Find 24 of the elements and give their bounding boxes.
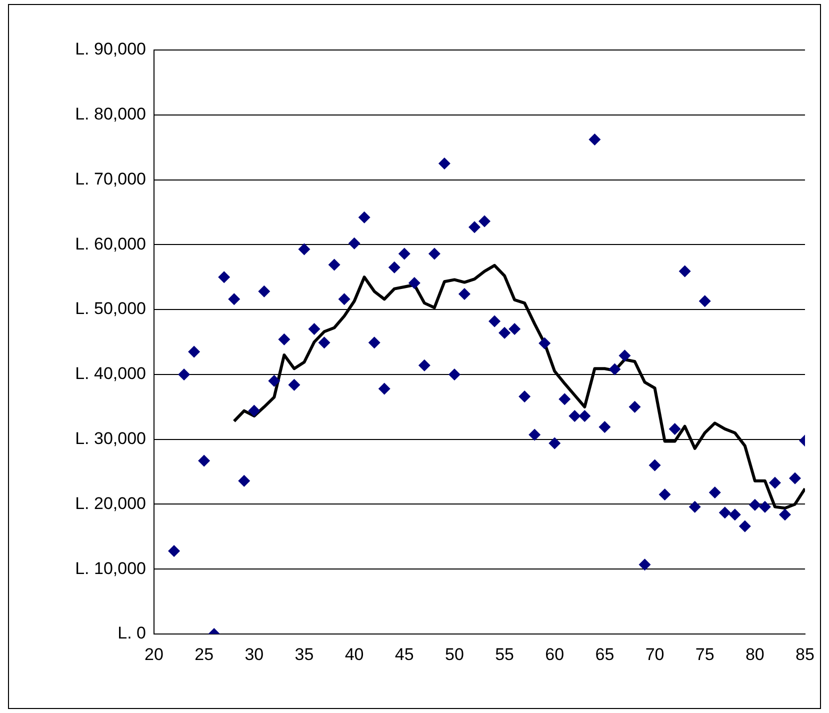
x-tick-label: 75	[695, 644, 714, 664]
x-tick-label: 20	[144, 644, 164, 664]
y-tick-label: L. 90,000	[75, 40, 146, 59]
y-tick-label: L. 60,000	[75, 234, 146, 254]
y-tick-label: L. 0	[118, 624, 146, 643]
y-tick-label: L. 80,000	[75, 104, 146, 124]
x-tick-label: 55	[495, 644, 514, 664]
y-tick-label: L. 50,000	[75, 299, 146, 318]
x-tick-label: 25	[194, 644, 214, 664]
x-tick-label: 50	[445, 644, 464, 664]
y-tick-label: L. 40,000	[75, 364, 146, 384]
x-tick-label: 35	[294, 644, 314, 664]
x-tick-label: 80	[745, 644, 764, 664]
y-tick-label: L. 20,000	[75, 494, 146, 513]
x-tick-label: 60	[545, 644, 564, 664]
x-tick-label: 65	[595, 644, 614, 664]
x-tick-label: 30	[244, 644, 264, 664]
y-tick-label: L. 70,000	[75, 169, 146, 188]
x-tick-label: 70	[645, 644, 664, 664]
x-tick-label: 40	[344, 644, 364, 664]
x-tick-label: 85	[796, 644, 814, 664]
y-tick-label: L. 10,000	[75, 558, 146, 578]
x-tick-label: 45	[394, 644, 414, 664]
y-tick-label: L. 30,000	[75, 429, 146, 448]
